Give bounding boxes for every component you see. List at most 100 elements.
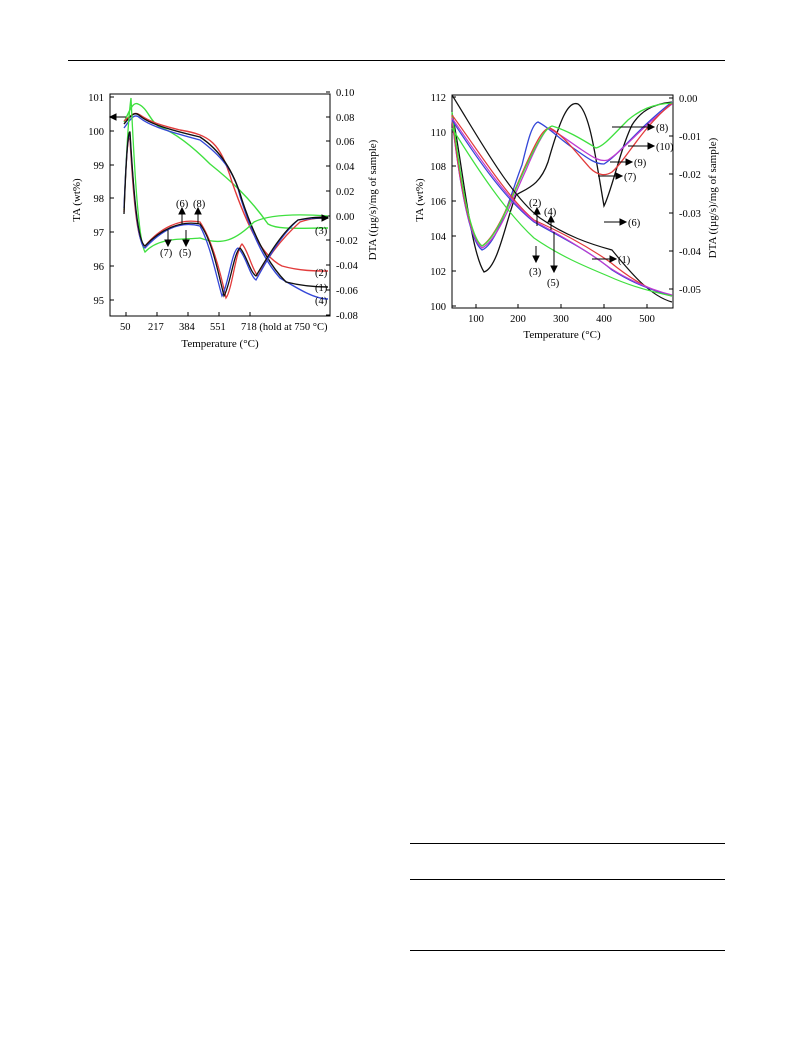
arrow-up-icon: [533, 206, 541, 215]
arrow-down-icon: [182, 239, 190, 248]
curve-ta-magenta: [451, 117, 673, 296]
arrow-right-icon: [647, 123, 656, 131]
arrow-up-icon: [178, 206, 186, 215]
curve-ta-green: [123, 102, 329, 230]
left-curve-labels: (6) (8) (7) (5) (3) (2) (1) (4): [160, 199, 328, 307]
tick-label: 384: [179, 322, 196, 333]
tick-label: -0.01: [679, 132, 701, 143]
tick-label: -0.02: [679, 170, 701, 181]
tick-label: 217: [148, 322, 164, 333]
tick-label: 95: [94, 296, 105, 307]
table-header-rule: [410, 879, 725, 880]
tick-label: 300: [553, 314, 569, 325]
left-ta-curves: [123, 102, 329, 300]
right-v-curves: [451, 101, 673, 273]
curve-ta-green: [451, 127, 673, 297]
curve-ta-black: [451, 94, 673, 303]
tick-label: 0.02: [336, 187, 354, 198]
curve-label: (5): [179, 248, 192, 259]
tick-label: 0.06: [336, 137, 354, 148]
table-top-rule: [410, 843, 725, 844]
tick-label: 50: [120, 322, 131, 333]
x-axis-label: Temperature (°C): [523, 329, 601, 341]
tick-label: 108: [430, 162, 446, 173]
arrow-down-icon: [532, 255, 540, 264]
tick-label: 500: [639, 314, 655, 325]
curve-ta-black: [123, 113, 329, 288]
curve-label: (5): [547, 278, 560, 289]
right-left-y-tick-labels: 112 110 108 106 104 102 100: [430, 93, 447, 313]
curve-label: (10): [656, 142, 674, 153]
left-annotation-arrows: [108, 113, 330, 248]
arrow-down-icon: [550, 265, 558, 274]
curve-black: [451, 101, 673, 273]
right-curve-labels: (8) (10) (9) (7) (6) (2) (4) (1) (3) (5): [529, 123, 674, 289]
y-axis-label-right: DTA ((µg/s)/mg of sample): [707, 137, 719, 258]
curve-ta-red: [123, 112, 329, 272]
curve-green: [451, 102, 673, 247]
curve-label: (1): [315, 283, 328, 294]
tick-label: 100: [88, 127, 104, 138]
tick-label: 97: [94, 228, 105, 239]
curve-label: (1): [618, 255, 631, 266]
tick-label: 0.04: [336, 162, 355, 173]
tick-label: 0.10: [336, 88, 354, 99]
arrow-down-icon: [164, 239, 172, 248]
curve-dta-black: [123, 131, 329, 298]
x-axis-label: Temperature (°C): [181, 338, 259, 350]
tick-label: 0.00: [336, 212, 354, 223]
curve-blue: [451, 101, 673, 251]
tick-label: 96: [94, 262, 105, 273]
right-ta-curves: [451, 94, 673, 303]
tick-label: 200: [510, 314, 526, 325]
tick-label: 0.08: [336, 113, 354, 124]
curve-label: (8): [193, 199, 206, 210]
tick-label: 104: [430, 232, 447, 243]
tick-label: 112: [431, 93, 446, 104]
left-dta-curves: [123, 97, 329, 300]
left-y-tick-labels: 101 100 99 98 97 96 95: [88, 93, 104, 307]
right-right-y-tick-labels: 0.00 -0.01 -0.02 -0.03 -0.04 -0.05: [679, 94, 702, 296]
tick-label: -0.08: [336, 311, 358, 322]
arrow-left-icon: [108, 113, 117, 121]
left-x-tick-labels: 50 217 384 551 718 (hold at 750 °C): [120, 322, 328, 333]
tick-label: 400: [596, 314, 612, 325]
curve-label: (6): [628, 218, 641, 229]
curve-label: (4): [544, 207, 557, 218]
y-axis-label-left: TA (wt%): [414, 178, 426, 222]
y-axis-label-left: TA (wt%): [71, 178, 83, 222]
arrow-right-icon: [609, 255, 618, 263]
tick-label: 110: [431, 128, 446, 139]
tick-label: 106: [430, 197, 446, 208]
right-annotation-arrows: [532, 123, 656, 274]
tick-label: 718 (hold at 750 °C): [241, 322, 328, 333]
arrow-right-icon: [625, 158, 634, 166]
tick-label: -0.05: [679, 285, 701, 296]
right-x-tick-labels: 100 200 300 400 500: [468, 314, 655, 325]
curve-label: (9): [634, 158, 647, 169]
curve-label: (7): [160, 248, 173, 259]
curve-label: (3): [315, 226, 328, 237]
tick-label: 100: [430, 302, 446, 313]
right-y-tick-labels: 0.10 0.08 0.06 0.04 0.02 0.00 -0.02 -0.0…: [336, 88, 359, 322]
tick-label: 99: [94, 161, 105, 172]
header-rule: [68, 60, 725, 61]
table-bottom-rule: [410, 950, 725, 951]
y-axis-label-right: DTA ((µg/s)/mg of sample): [367, 139, 379, 260]
tick-label: 0.00: [679, 94, 697, 105]
left-x-ticks: [125, 312, 251, 316]
left-y-ticks: [110, 96, 114, 301]
tick-label: 101: [88, 93, 104, 104]
curve-label: (8): [656, 123, 669, 134]
tick-label: -0.02: [336, 236, 358, 247]
curve-ta-blue: [451, 119, 673, 297]
tick-label: -0.04: [336, 261, 359, 272]
tick-label: 551: [210, 322, 226, 333]
tick-label: 98: [94, 194, 105, 205]
curve-label: (7): [624, 172, 637, 183]
arrow-up-icon: [547, 214, 555, 223]
left-plot-frame: [109, 93, 331, 317]
